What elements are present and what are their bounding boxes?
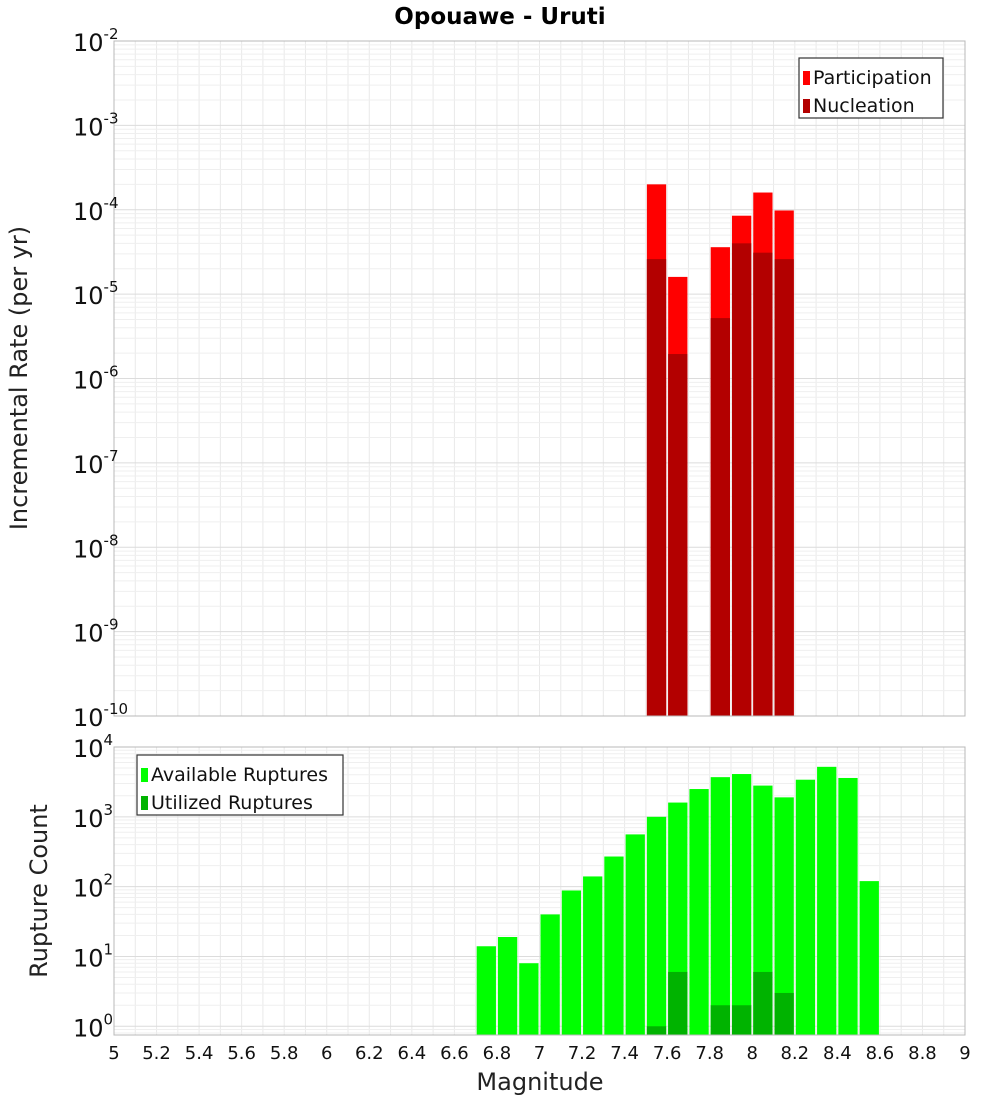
x-tick-label: 7 bbox=[534, 1043, 545, 1064]
x-tick-label: 7.8 bbox=[695, 1043, 724, 1064]
bar bbox=[795, 779, 816, 1035]
y-tick-label: 10-10 bbox=[73, 700, 128, 732]
bar bbox=[774, 259, 794, 716]
bar bbox=[731, 243, 752, 717]
y-tick-label: 102 bbox=[73, 871, 113, 903]
legend-label: Available Ruptures bbox=[151, 764, 328, 786]
legend-box bbox=[136, 754, 344, 816]
bar bbox=[753, 252, 773, 716]
x-tick-label: 5.2 bbox=[142, 1043, 171, 1064]
x-tick-label: 6.8 bbox=[483, 1043, 512, 1064]
x-tick-label: 9 bbox=[959, 1043, 970, 1064]
x-tick-label: 7.2 bbox=[568, 1043, 597, 1064]
bar bbox=[731, 774, 752, 1035]
bar bbox=[817, 766, 837, 1035]
bar bbox=[859, 881, 879, 1035]
legend-swatch bbox=[141, 768, 148, 782]
x-tick-label: 5.6 bbox=[227, 1043, 256, 1064]
x-tick-label: 5.8 bbox=[270, 1043, 299, 1064]
y-tick-label: 103 bbox=[73, 801, 113, 833]
grid bbox=[113, 40, 966, 717]
x-tick-label: 8.4 bbox=[823, 1043, 852, 1064]
bar bbox=[753, 971, 773, 1035]
chart-title: Opouawe - Uruti bbox=[394, 4, 605, 30]
bar bbox=[497, 936, 518, 1035]
x-tick-label: 8 bbox=[747, 1043, 758, 1064]
x-tick-label: 8.8 bbox=[908, 1043, 937, 1064]
legend-label: Participation bbox=[813, 67, 932, 89]
bar bbox=[625, 834, 645, 1035]
bar bbox=[668, 971, 688, 1035]
x-tick-label: 6 bbox=[321, 1043, 332, 1064]
bar bbox=[774, 992, 794, 1035]
rate-panel: 10-10 10-9 10-8 10-7 10-6 10-5 10-4 10-3 10-2 Par… bbox=[73, 25, 966, 732]
x-tick-label: 5.4 bbox=[185, 1043, 214, 1064]
y-tick-label: 10-7 bbox=[73, 447, 119, 479]
y-tick-label: 10-5 bbox=[73, 278, 119, 310]
y-tick-label: 100 bbox=[73, 1010, 113, 1042]
bar bbox=[668, 354, 688, 716]
bar bbox=[583, 876, 603, 1035]
plot-frame bbox=[113, 40, 966, 717]
x-tick-label: 7.4 bbox=[610, 1043, 639, 1064]
bar bbox=[646, 259, 667, 716]
y-tick-label: 104 bbox=[73, 731, 113, 763]
bar bbox=[646, 816, 667, 1035]
y-tick-label: 10-2 bbox=[73, 25, 119, 57]
legend: Available Ruptures Utilized Ruptures bbox=[136, 754, 344, 816]
legend-swatch bbox=[141, 796, 148, 810]
legend-swatch bbox=[803, 71, 810, 85]
rupture-count-y-axis-label: Rupture Count bbox=[25, 804, 53, 978]
legend: Participation Nucleation bbox=[798, 57, 944, 119]
bar bbox=[519, 963, 539, 1035]
bar bbox=[774, 797, 794, 1035]
bar bbox=[731, 1005, 752, 1035]
x-tick-label: 8.6 bbox=[866, 1043, 895, 1064]
legend-label: Utilized Ruptures bbox=[151, 792, 313, 814]
rupture-count-panel: 100 101 102 103 104 5 5.2 5.4 5.6 5.8 6 6.2 6.4 6.6 6.… bbox=[73, 731, 971, 1064]
y-tick-label: 101 bbox=[73, 940, 113, 972]
bar bbox=[689, 789, 709, 1035]
bar bbox=[540, 914, 560, 1035]
bar bbox=[561, 890, 582, 1035]
plot-frame bbox=[113, 746, 966, 1036]
x-axis-label: Magnitude bbox=[476, 1068, 603, 1096]
bar bbox=[710, 777, 730, 1035]
x-tick-label: 6.2 bbox=[355, 1043, 384, 1064]
bar bbox=[710, 1005, 730, 1035]
series-secondary bbox=[646, 243, 794, 717]
x-tick-label: 8.2 bbox=[780, 1043, 809, 1064]
y-tick-label: 10-6 bbox=[73, 363, 119, 395]
rate-y-axis-label: Incremental Rate (per yr) bbox=[5, 226, 33, 530]
y-tick-label: 10-8 bbox=[73, 531, 119, 563]
y-tick-label: 10-9 bbox=[73, 616, 119, 648]
bar bbox=[838, 777, 858, 1035]
x-tick-label: 5 bbox=[108, 1043, 119, 1064]
bar bbox=[646, 1026, 667, 1035]
legend-box bbox=[798, 57, 944, 119]
series-secondary bbox=[646, 971, 794, 1035]
x-tick-label: 6.4 bbox=[398, 1043, 427, 1064]
bar bbox=[710, 318, 730, 716]
y-tick-label: 10-3 bbox=[73, 109, 119, 141]
legend-swatch bbox=[803, 99, 810, 113]
y-tick-label: 10-4 bbox=[73, 194, 119, 226]
x-tick-label: 6.6 bbox=[440, 1043, 469, 1064]
legend-label: Nucleation bbox=[813, 95, 915, 117]
bar bbox=[604, 856, 624, 1035]
x-tick-label: 7.6 bbox=[653, 1043, 682, 1064]
bar bbox=[476, 946, 496, 1035]
